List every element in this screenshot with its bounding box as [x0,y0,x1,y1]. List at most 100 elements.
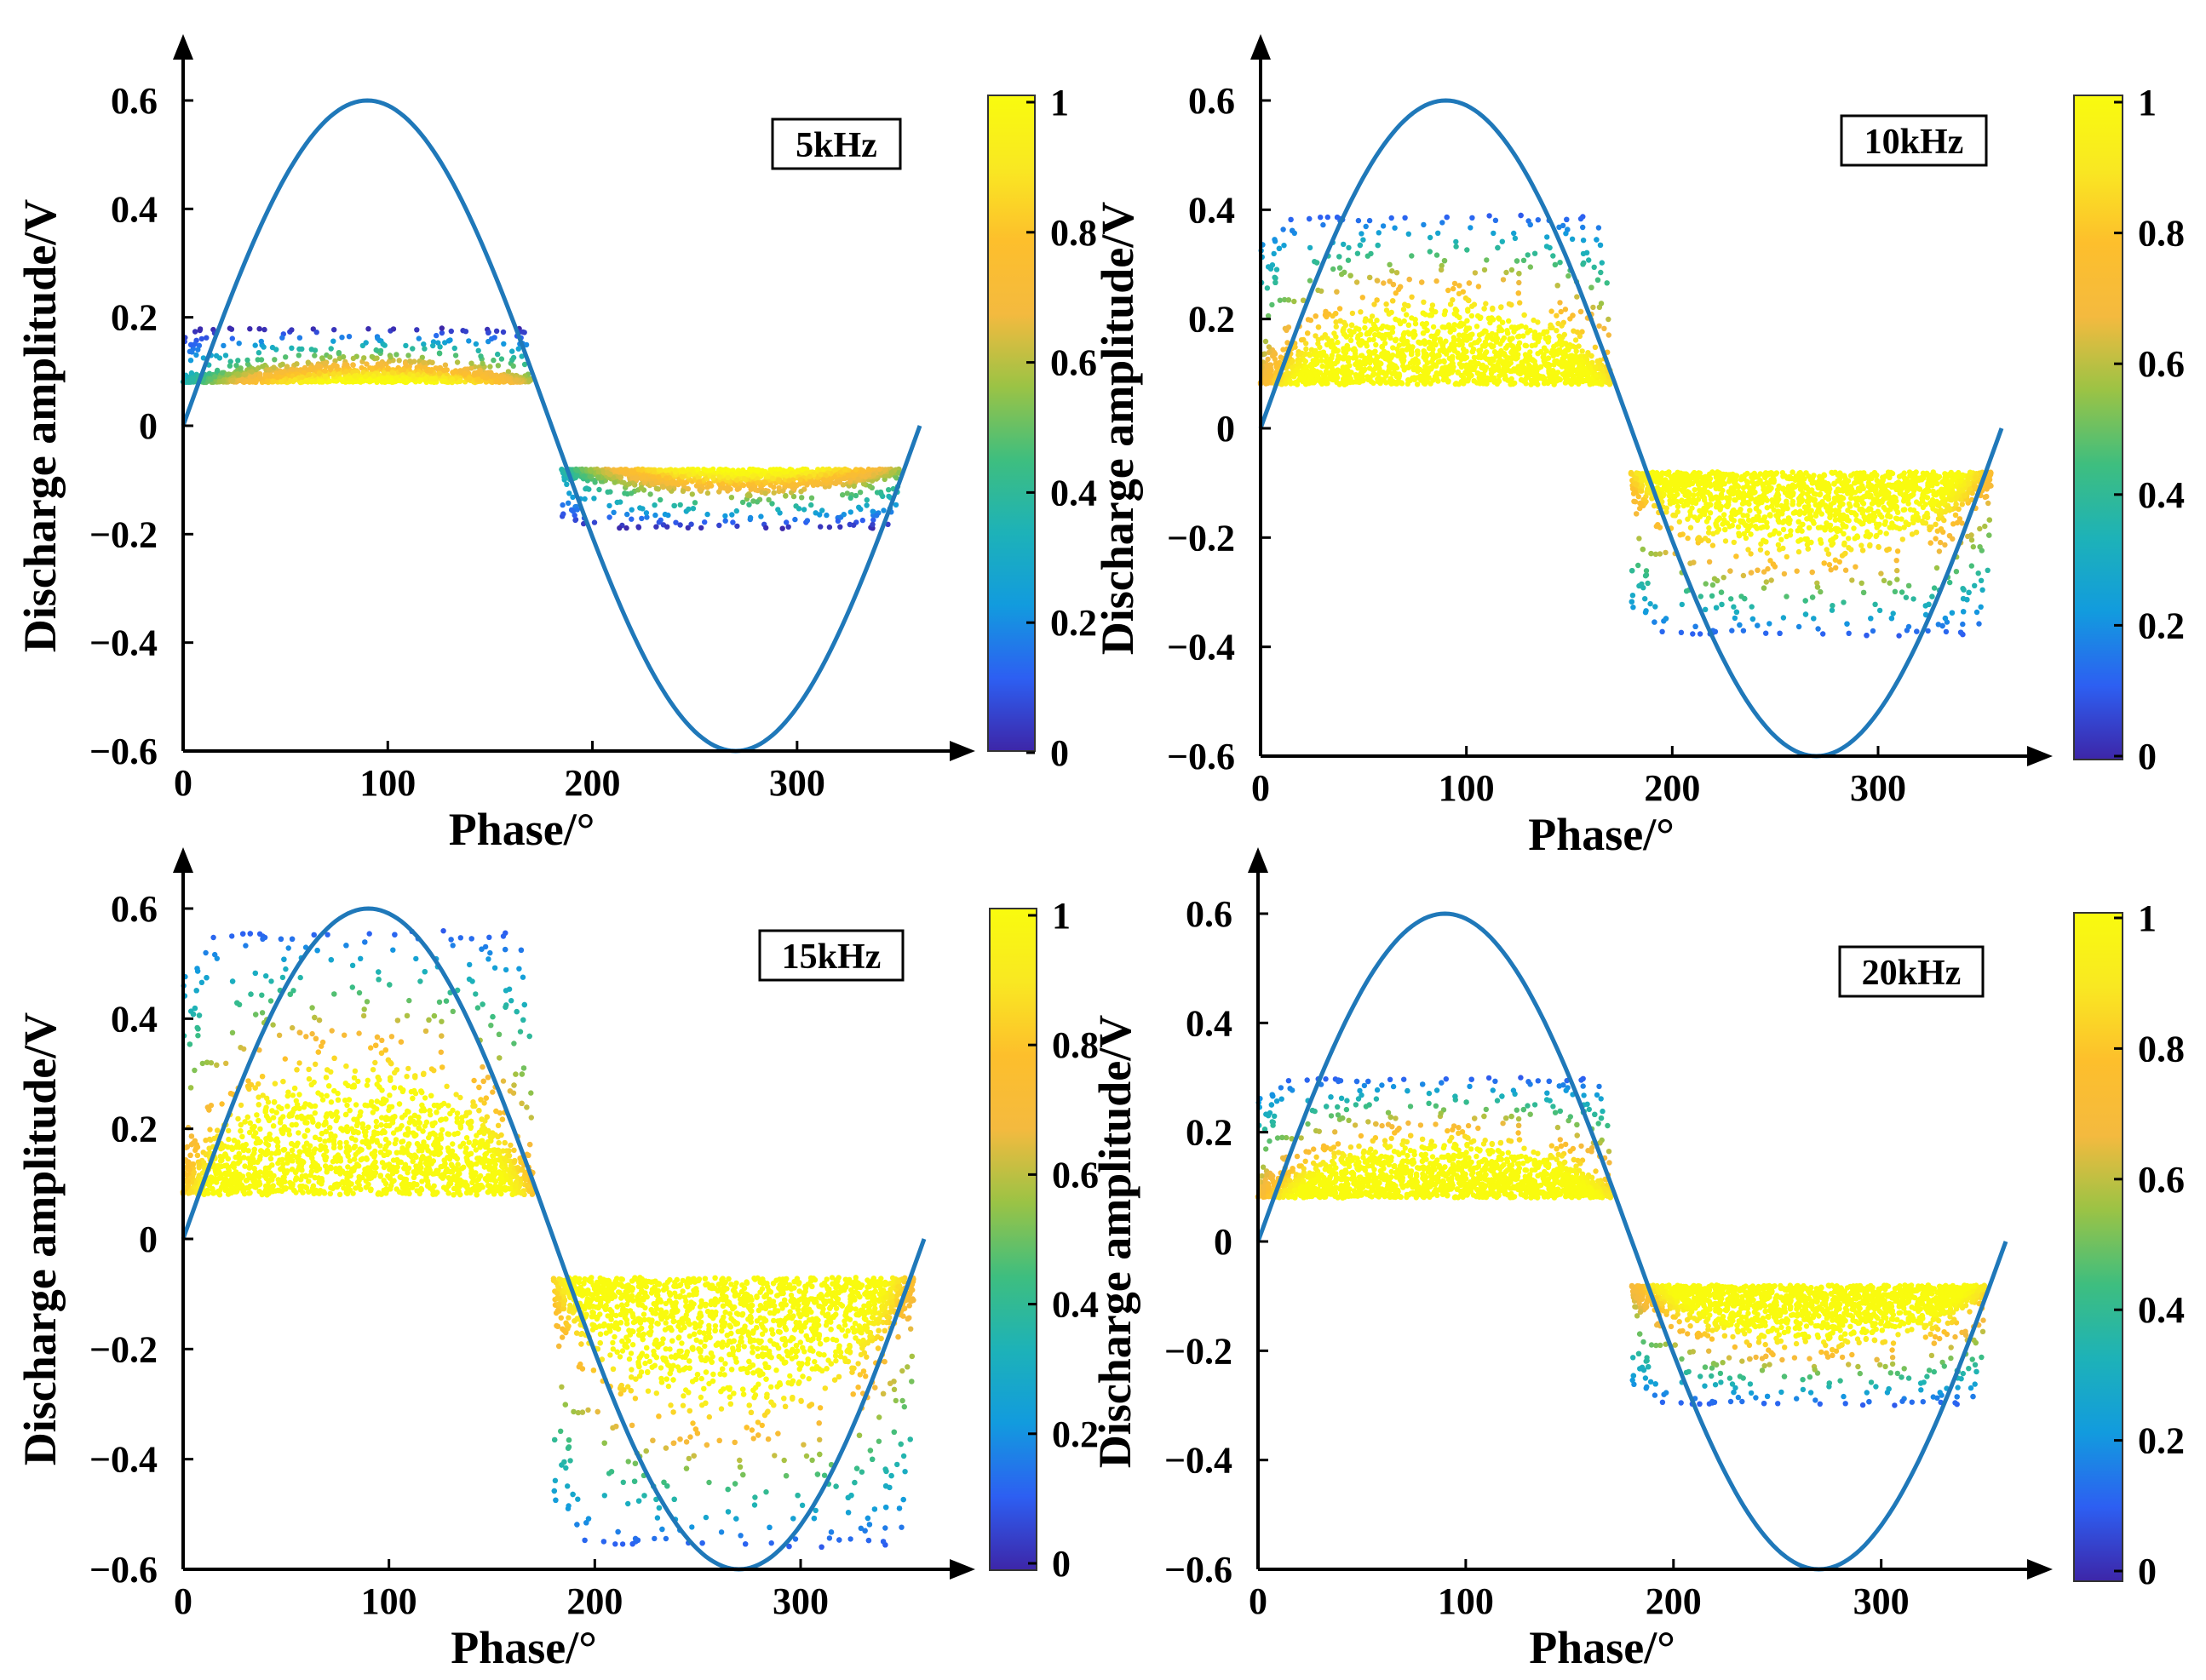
scatter-point [740,482,746,488]
scatter-point [1369,313,1376,319]
scatter-point [1465,308,1471,314]
scatter-point [629,468,635,474]
scatter-point [618,499,623,505]
scatter-point [1335,339,1341,346]
scatter-point [1468,225,1474,231]
scatter-point [1506,318,1512,324]
scatter-point [1422,364,1428,370]
scatter-point [797,477,803,483]
scatter-point [1452,381,1459,387]
scatter-point [1354,250,1361,256]
scatter-point [1443,350,1450,356]
colorbar-tick-label: 0.2 [1050,602,1097,644]
scatter-point [1385,331,1392,338]
scatter-point [659,484,666,490]
scatter-point [1542,335,1548,341]
scatter-point [1456,323,1462,330]
scatter-point [1364,253,1371,259]
scatter-point [272,357,278,363]
scatter-point [462,329,469,335]
scatter-point [1317,370,1324,376]
scatter-point [1483,301,1489,307]
scatter-point [1490,305,1496,312]
scatter-point [730,519,736,525]
scatter-point [478,353,484,359]
scatter-point [435,340,441,346]
scatter-point [1409,294,1415,300]
scatter-point [1580,224,1586,231]
scatter-point [1380,323,1386,330]
y-tick-label: −0.2 [89,513,158,555]
scatter-point [1460,375,1467,381]
scatter-point [1321,377,1327,383]
scatter-point [1353,353,1359,359]
scatter-point [1428,312,1434,318]
scatter-point [1366,365,1373,371]
scatter-point [454,359,461,365]
scatter-point [649,480,655,487]
scatter-point [1550,253,1556,259]
scatter-point [1574,294,1580,300]
scatter-point [378,360,384,367]
scatter-point [1327,356,1333,363]
scatter-point [480,360,485,367]
scatter-point [1302,351,1308,357]
scatter-point [1554,283,1560,289]
scatter-point [1400,335,1406,342]
scatter-point [725,467,731,473]
scatter-point [1474,339,1480,346]
scatter-point [1379,343,1385,350]
scatter-point [389,370,395,376]
scatter-point [1547,244,1553,251]
scatter-point [198,335,204,342]
scatter-point [747,514,754,521]
scatter-point [587,467,593,473]
scatter-point [1580,238,1587,244]
scatter-point [1397,380,1403,386]
scatter-point [707,467,714,473]
scatter-point [467,376,473,381]
scatter-point [336,351,342,357]
scatter-point [1366,217,1373,224]
scatter-point [698,525,704,531]
scatter-point [510,363,516,370]
scatter-point [403,342,409,349]
scatter-point [247,326,253,332]
scatter-point [1393,337,1399,344]
scatter-point [1587,378,1593,384]
scatter-point [771,490,777,496]
scatter-point [1472,270,1479,276]
scatter-point [1594,277,1601,283]
scatter-point [1313,260,1320,266]
scatter-point [1406,276,1412,283]
scatter-point [799,495,805,501]
scatter-point [1359,353,1365,358]
scatter-point [1354,374,1360,380]
scatter-point [1496,315,1502,321]
scatter-point [656,519,662,525]
scatter-point [1586,257,1592,263]
x-axis-arrow-icon [950,741,975,761]
scatter-point [1497,324,1502,330]
scatter-point [605,489,611,495]
scatter-point [1552,261,1559,268]
y-tick-label: 0.2 [111,297,158,339]
scatter-point [1353,279,1360,285]
scatter-point [1414,381,1421,387]
scatter-point [1599,260,1606,266]
scatter-point [1358,331,1364,337]
scatter-point [1579,348,1585,354]
scatter-point [1544,234,1550,240]
scatter-point [857,490,864,496]
scatter-point [783,493,789,499]
scatter-point [1574,367,1580,373]
scatter-point [1359,295,1366,301]
scatter-point [1587,364,1594,370]
scatter-point [1513,356,1519,362]
scatter-point [623,525,629,531]
scatter-point [1518,212,1524,219]
scatter-point [1336,306,1343,312]
scatter-point [1335,357,1341,363]
scatter-point [1305,317,1312,323]
scatter-point [1361,368,1367,374]
